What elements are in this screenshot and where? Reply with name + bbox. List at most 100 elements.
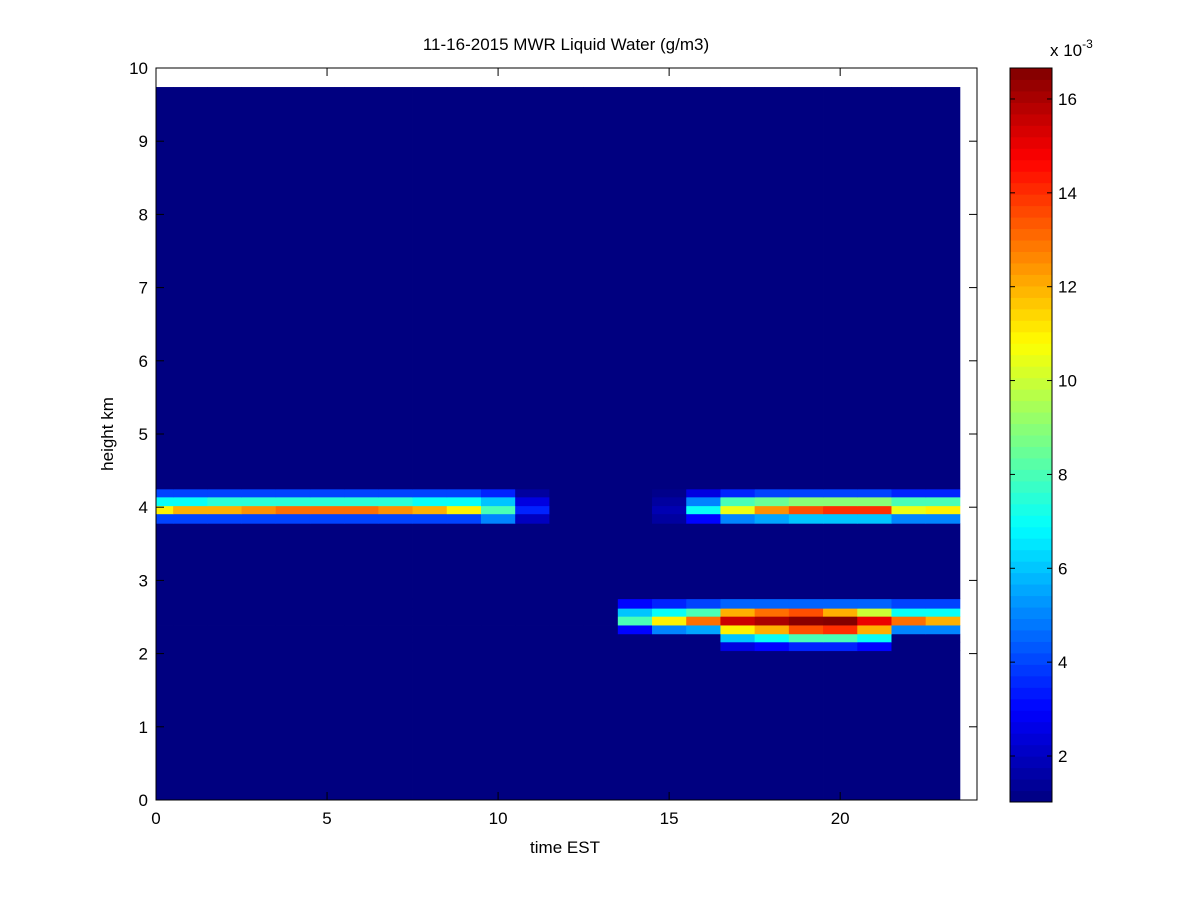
y-tick-label: 8 [139,205,148,224]
heatmap-cell [207,608,242,617]
heatmap-cell [617,488,653,498]
heatmap-cell [275,625,311,635]
colorbar-segment [1010,389,1052,402]
heatmap-cell [344,625,379,635]
heatmap-cell [344,505,379,515]
heatmap-cell [857,488,892,498]
heatmap-cell [583,488,619,498]
heatmap-cell [412,496,448,507]
heatmap-cell [173,523,208,600]
heatmap-cell [412,513,448,524]
heatmap-cell [309,598,345,609]
colorbar-segment [1010,343,1052,356]
heatmap-cell [823,523,858,600]
heatmap-cell [857,625,892,635]
heatmap-cell [515,650,550,801]
heatmap-cell [156,625,174,635]
heatmap-cell [891,641,927,652]
heatmap-cell [754,616,790,626]
heatmap-cell [412,505,448,515]
heatmap-cell [686,488,721,498]
heatmap-cell [583,496,619,507]
heatmap-cell [480,650,516,801]
x-tick-label: 10 [489,809,508,828]
heatmap-cell [156,598,174,609]
heatmap-cell [857,513,892,524]
heatmap-cell [480,625,516,635]
heatmap-cell [412,625,448,635]
heatmap-cell [686,650,721,801]
heatmap-cell [173,513,208,524]
heatmap-cell [754,608,790,617]
heatmap-cell [173,633,208,643]
heatmap-cell [549,650,585,801]
y-tick-label: 5 [139,425,148,444]
heatmap-cell [446,650,482,801]
heatmap-cell [788,523,824,600]
heatmap-cell [754,641,790,652]
colorbar-segment [1010,274,1052,287]
heatmap-cell [480,616,516,626]
heatmap-cell [617,650,653,801]
heatmap-cell [823,513,858,524]
colorbar-segment [1010,538,1052,551]
heatmap-cell [156,488,174,498]
heatmap-cell [720,616,756,626]
colorbar-segment [1010,159,1052,172]
colorbar-segment [1010,102,1052,115]
heatmap-cell [446,616,482,626]
colorbar-segment [1010,790,1052,803]
colorbar-segment [1010,125,1052,138]
heatmap-cell [549,496,585,507]
heatmap-cell [378,505,413,515]
heatmap-cell [549,488,585,498]
colorbar-segment [1010,469,1052,482]
heatmap-cell [412,650,448,801]
y-tick-label: 1 [139,718,148,737]
heatmap-cell [173,641,208,652]
heatmap-cell [241,650,277,801]
heatmap-cell [788,496,824,507]
heatmap-cell [412,633,448,643]
heatmap-cell [549,625,585,635]
heatmap-cell [207,598,242,609]
heatmap-cell [241,616,277,626]
heatmap-cell [652,633,687,643]
heatmap-cell [925,650,961,801]
heatmap-cell [446,513,482,524]
heatmap-cell [720,488,756,498]
heatmap-cell [378,633,413,643]
heatmap-cell [156,616,174,626]
heatmap-cell [344,650,379,801]
heatmap-cell [823,616,858,626]
heatmap-cell [207,523,242,600]
heatmap-cell [156,650,174,801]
colorbar-segment [1010,756,1052,769]
heatmap-cell [720,496,756,507]
heatmap-cell [241,488,277,498]
heatmap-cell [207,625,242,635]
heatmap-cell [156,633,174,643]
heatmap-cell [480,513,516,524]
colorbar-segment [1010,664,1052,677]
heatmap-cell [412,598,448,609]
heatmap-cell [857,598,892,609]
heatmap-cell [788,505,824,515]
heatmap-cell [156,496,174,507]
heatmap-cell [446,488,482,498]
heatmap-cell [412,523,448,600]
heatmap-cell [857,496,892,507]
heatmap-cell [652,598,687,609]
colorbar-tick-label: 10 [1058,372,1077,391]
heatmap-cell [754,625,790,635]
heatmap-cell [720,598,756,609]
heatmap-cell [686,513,721,524]
heatmap-cell [173,598,208,609]
y-tick-label: 3 [139,571,148,590]
heatmap-cell [754,513,790,524]
chart-title: 11-16-2015 MWR Liquid Water (g/m3) [423,35,709,54]
colorbar-segment [1010,549,1052,562]
heatmap-cell [241,625,277,635]
heatmap-cell [788,488,824,498]
heatmap-cell [378,641,413,652]
